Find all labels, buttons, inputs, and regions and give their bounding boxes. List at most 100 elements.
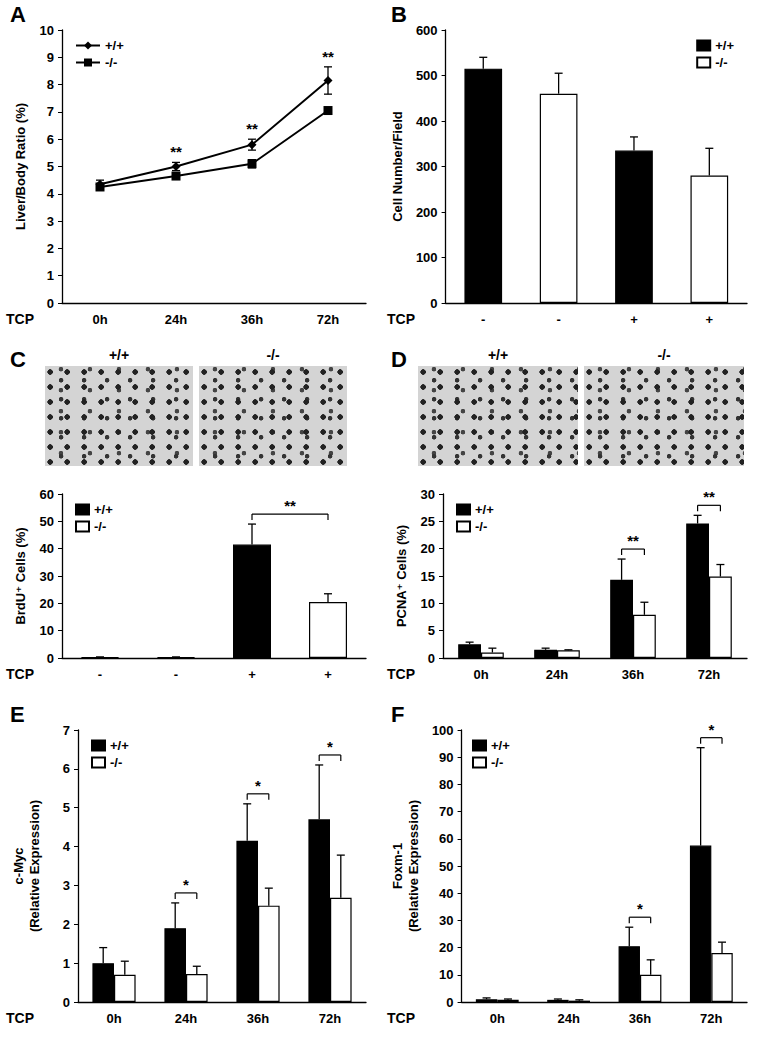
svg-text:6: 6 xyxy=(47,132,54,147)
svg-text:TCP: TCP xyxy=(387,311,415,327)
svg-text:*: * xyxy=(708,721,714,738)
svg-text:10: 10 xyxy=(40,23,54,38)
svg-text:**: ** xyxy=(284,497,296,514)
svg-text:50: 50 xyxy=(40,514,54,529)
svg-text:-: - xyxy=(98,667,102,682)
svg-text:72h: 72h xyxy=(700,1011,722,1026)
svg-text:10: 10 xyxy=(439,967,453,982)
svg-text:60: 60 xyxy=(439,831,453,846)
svg-text:100: 100 xyxy=(432,723,454,738)
svg-text:5: 5 xyxy=(63,800,70,815)
svg-text:50: 50 xyxy=(439,859,453,874)
svg-text:40: 40 xyxy=(40,541,54,556)
svg-text:+/+: +/+ xyxy=(94,502,113,517)
svg-text:-/-: -/- xyxy=(491,755,503,770)
svg-text:+: + xyxy=(324,667,332,682)
svg-text:+/+: +/+ xyxy=(110,738,129,753)
svg-text:300: 300 xyxy=(416,159,438,174)
svg-text:200: 200 xyxy=(416,205,438,220)
svg-text:-/-: -/- xyxy=(715,55,727,70)
svg-text:TCP: TCP xyxy=(387,1010,415,1026)
svg-text:TCP: TCP xyxy=(6,1010,34,1026)
svg-text:0h: 0h xyxy=(92,312,107,327)
svg-text:24h: 24h xyxy=(557,1011,579,1026)
svg-text:30: 30 xyxy=(439,913,453,928)
svg-text:20: 20 xyxy=(439,940,453,955)
svg-text:10: 10 xyxy=(40,623,54,638)
svg-text:5: 5 xyxy=(428,623,435,638)
svg-text:20: 20 xyxy=(40,596,54,611)
svg-text:0: 0 xyxy=(63,995,70,1010)
svg-text:(Relative Expression): (Relative Expression) xyxy=(27,800,42,932)
svg-text:(Relative Expression): (Relative Expression) xyxy=(406,800,421,932)
svg-text:7: 7 xyxy=(47,104,54,119)
svg-text:4: 4 xyxy=(47,186,55,201)
svg-text:36h: 36h xyxy=(629,1011,651,1026)
svg-text:0h: 0h xyxy=(473,667,488,682)
svg-text:BrdU⁺ Cells (%): BrdU⁺ Cells (%) xyxy=(13,527,28,624)
svg-text:72h: 72h xyxy=(319,1011,341,1026)
svg-text:-/-: -/- xyxy=(110,755,122,770)
svg-text:9: 9 xyxy=(47,50,54,65)
svg-text:-/-: -/- xyxy=(105,55,117,70)
svg-text:*: * xyxy=(183,876,189,893)
svg-text:0: 0 xyxy=(446,995,453,1010)
svg-text:0: 0 xyxy=(428,651,435,666)
svg-text:80: 80 xyxy=(439,777,453,792)
svg-text:+/+: +/+ xyxy=(491,738,510,753)
svg-text:*: * xyxy=(637,900,643,917)
svg-text:2: 2 xyxy=(63,917,70,932)
svg-text:25: 25 xyxy=(421,514,435,529)
svg-text:1: 1 xyxy=(47,268,54,283)
svg-text:40: 40 xyxy=(439,886,453,901)
svg-text:500: 500 xyxy=(416,68,438,83)
svg-text:0: 0 xyxy=(430,296,437,311)
svg-text:**: ** xyxy=(322,48,334,65)
svg-text:TCP: TCP xyxy=(6,666,34,682)
svg-text:+: + xyxy=(630,312,638,327)
svg-text:7: 7 xyxy=(63,723,70,738)
svg-text:2: 2 xyxy=(47,241,54,256)
svg-text:15: 15 xyxy=(421,569,435,584)
svg-text:**: ** xyxy=(703,488,715,505)
svg-text:24h: 24h xyxy=(175,1011,197,1026)
svg-text:1: 1 xyxy=(63,956,70,971)
svg-text:-: - xyxy=(481,312,485,327)
svg-text:24h: 24h xyxy=(546,667,568,682)
svg-text:72h: 72h xyxy=(317,312,339,327)
svg-text:c-Myc: c-Myc xyxy=(11,848,26,885)
svg-text:60: 60 xyxy=(40,487,54,502)
svg-text:*: * xyxy=(327,738,333,755)
svg-text:10: 10 xyxy=(421,596,435,611)
svg-text:0h: 0h xyxy=(106,1011,121,1026)
svg-text:Cell Number/Field: Cell Number/Field xyxy=(390,111,405,222)
svg-text:6: 6 xyxy=(63,761,70,776)
svg-text:36h: 36h xyxy=(247,1011,269,1026)
svg-text:3: 3 xyxy=(47,214,54,229)
svg-text:70: 70 xyxy=(439,804,453,819)
svg-text:0h: 0h xyxy=(490,1011,505,1026)
svg-text:+: + xyxy=(248,667,256,682)
svg-text:24h: 24h xyxy=(165,312,187,327)
svg-text:-: - xyxy=(556,312,560,327)
svg-text:PCNA⁺ Cells (%): PCNA⁺ Cells (%) xyxy=(394,525,409,627)
svg-text:20: 20 xyxy=(421,541,435,556)
svg-text:-/-: -/- xyxy=(475,519,487,534)
svg-text:-/-: -/- xyxy=(94,519,106,534)
svg-text:90: 90 xyxy=(439,750,453,765)
svg-text:30: 30 xyxy=(421,487,435,502)
svg-text:72h: 72h xyxy=(698,667,720,682)
svg-text:*: * xyxy=(255,777,261,794)
svg-text:Foxm-1: Foxm-1 xyxy=(390,843,405,889)
svg-text:**: ** xyxy=(246,120,258,137)
svg-text:100: 100 xyxy=(416,250,438,265)
svg-text:600: 600 xyxy=(416,23,438,38)
svg-text:3: 3 xyxy=(63,878,70,893)
svg-text:+: + xyxy=(706,312,714,327)
svg-text:TCP: TCP xyxy=(6,311,34,327)
svg-text:+/+: +/+ xyxy=(715,38,734,53)
svg-text:30: 30 xyxy=(40,569,54,584)
svg-text:0: 0 xyxy=(47,651,54,666)
svg-text:400: 400 xyxy=(416,114,438,129)
svg-text:36h: 36h xyxy=(622,667,644,682)
